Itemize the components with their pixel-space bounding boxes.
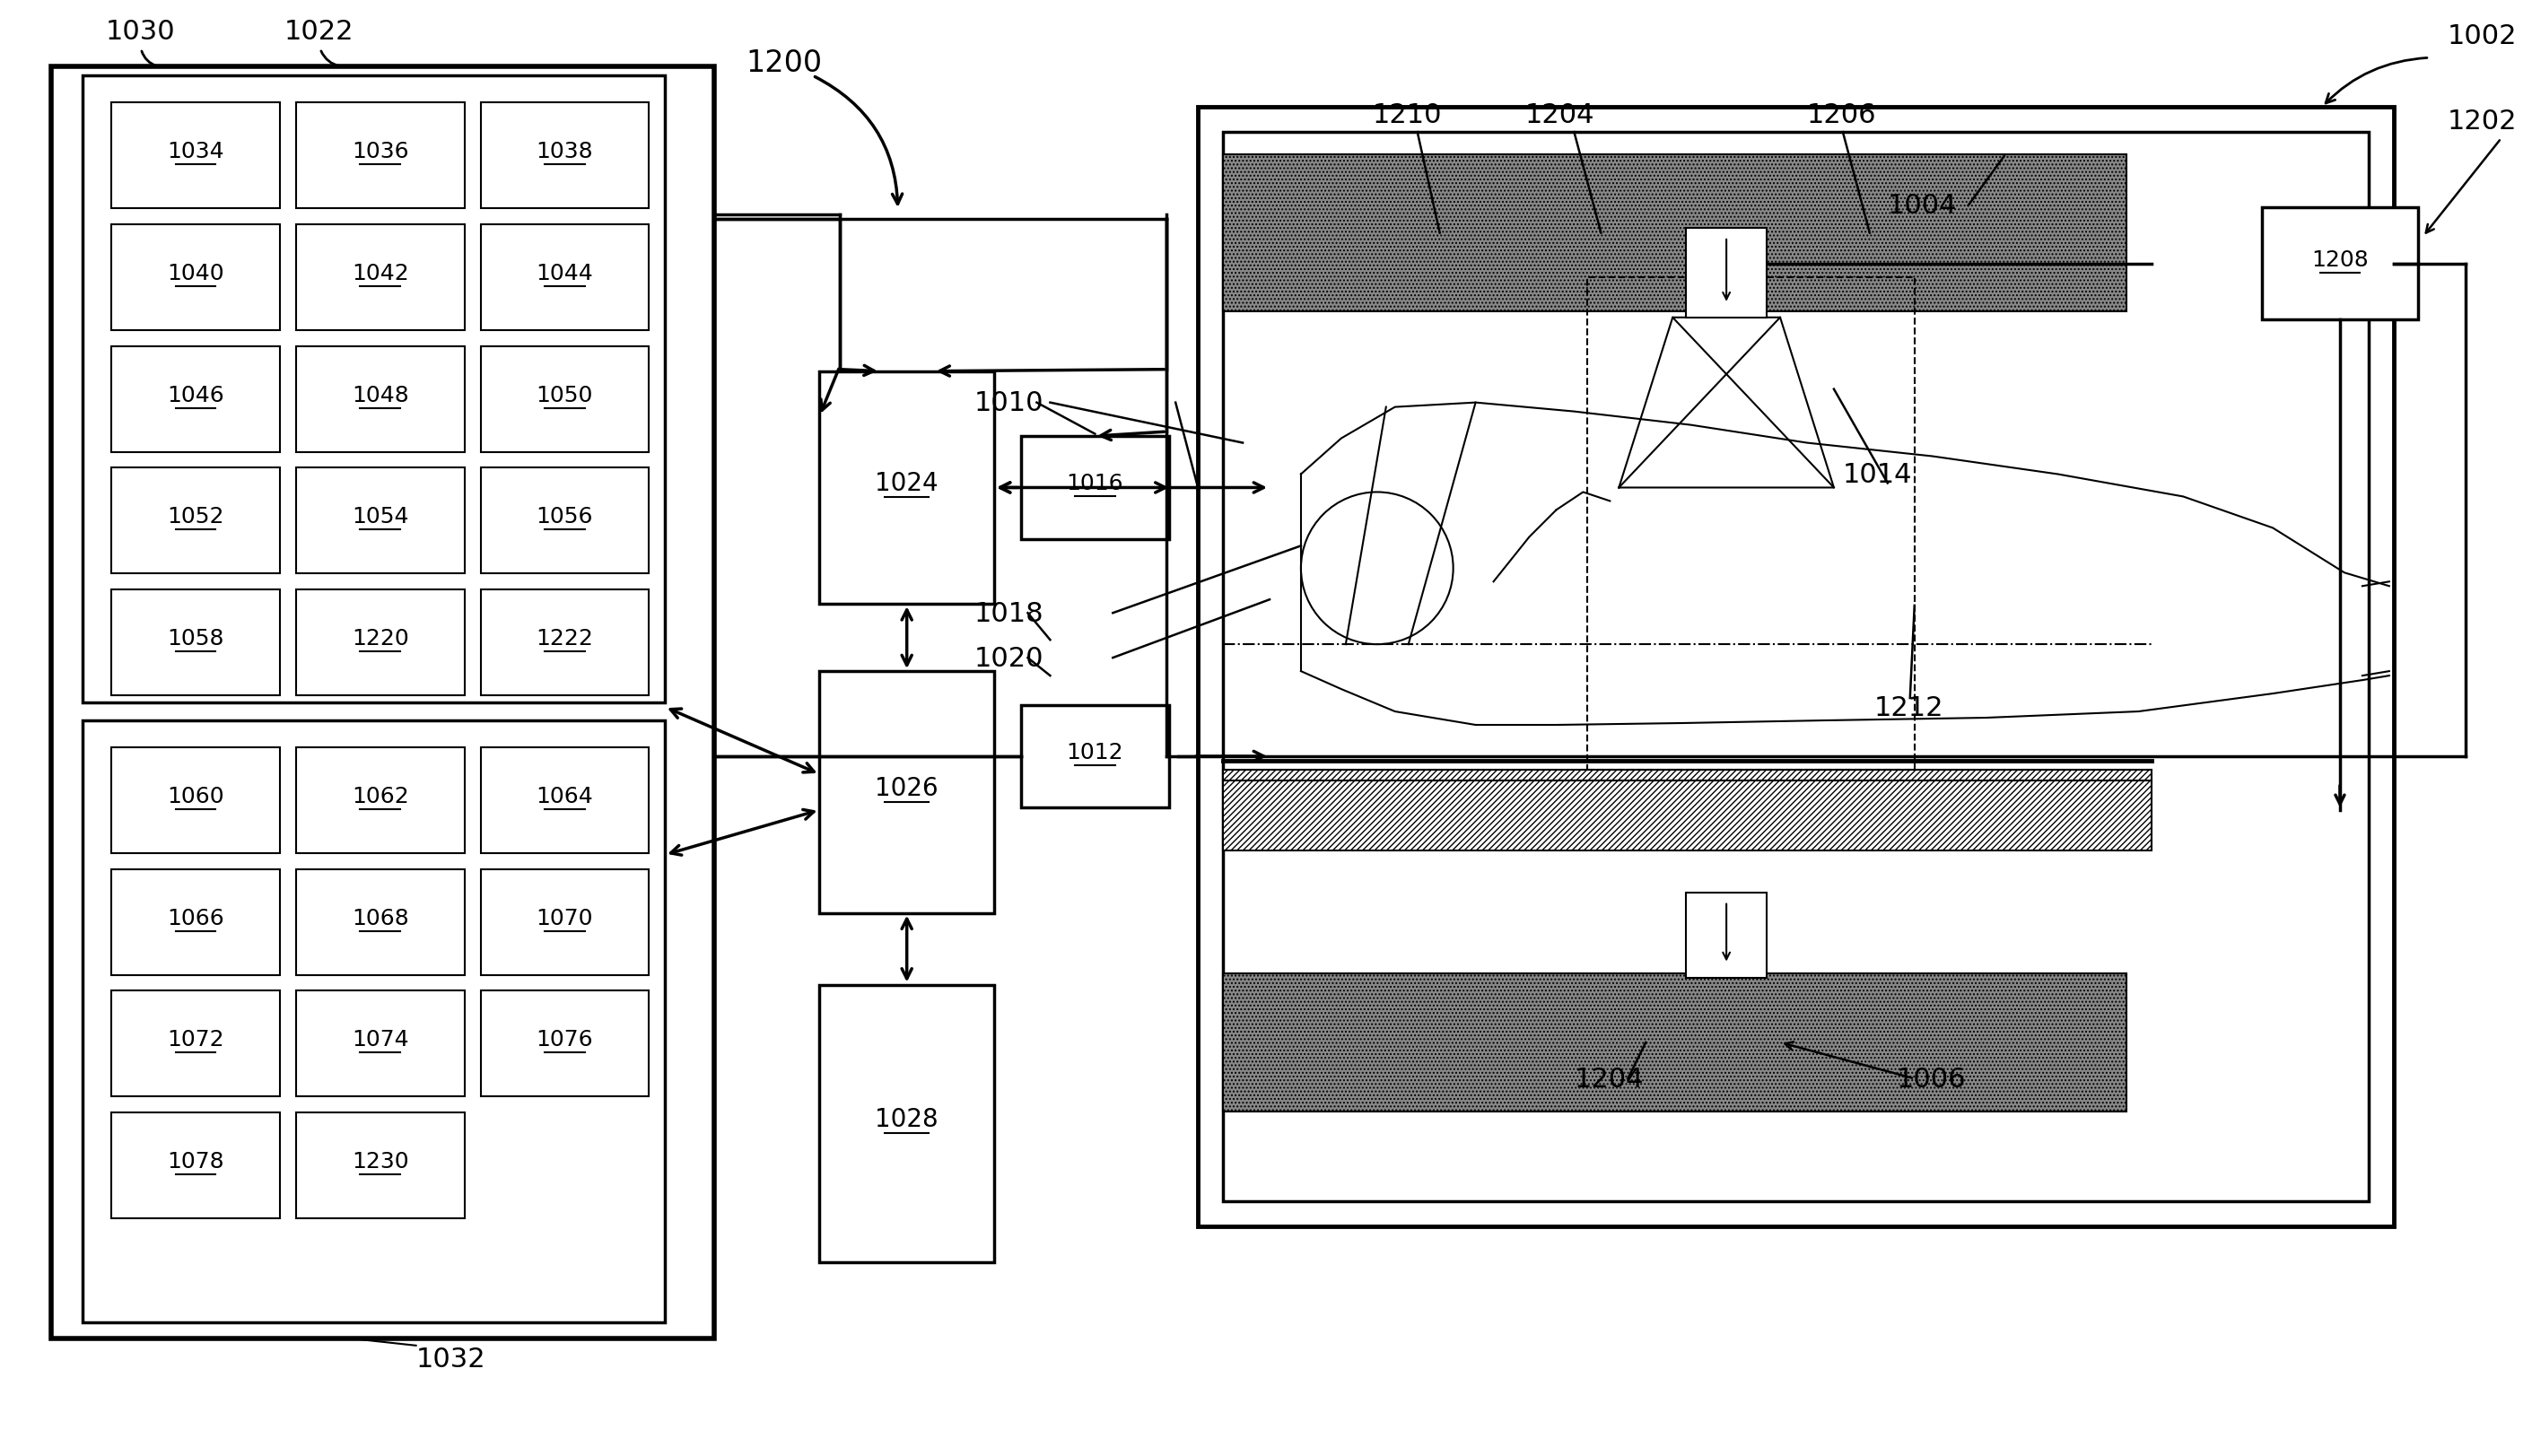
Bar — [111, 347, 281, 453]
Text: 1046: 1046 — [167, 384, 225, 406]
Bar — [111, 992, 281, 1096]
Text: 1210: 1210 — [1372, 102, 1443, 128]
Text: 1018: 1018 — [975, 600, 1043, 626]
Bar — [296, 590, 463, 696]
Bar — [1686, 893, 1767, 978]
Text: 1020: 1020 — [975, 645, 1043, 671]
Bar — [84, 721, 666, 1322]
Bar — [481, 347, 648, 453]
Bar — [296, 469, 463, 574]
Bar — [111, 469, 281, 574]
Text: 1036: 1036 — [352, 141, 408, 163]
Bar — [1223, 156, 2127, 312]
Bar — [820, 371, 995, 604]
Bar — [296, 992, 463, 1096]
Text: 1038: 1038 — [537, 141, 592, 163]
Text: 1022: 1022 — [284, 19, 354, 45]
Bar — [481, 469, 648, 574]
Bar — [481, 590, 648, 696]
Bar — [1686, 229, 1767, 317]
Text: 1060: 1060 — [167, 785, 225, 807]
Text: 1058: 1058 — [167, 628, 225, 649]
Bar — [1223, 770, 2152, 850]
Text: 1044: 1044 — [537, 262, 592, 284]
Text: 1202: 1202 — [2448, 108, 2517, 134]
Text: 1078: 1078 — [167, 1150, 225, 1172]
Text: 1062: 1062 — [352, 785, 408, 807]
Bar — [1588, 278, 1914, 770]
Text: 1002: 1002 — [2448, 23, 2517, 50]
Bar — [1223, 973, 2127, 1112]
Bar — [296, 103, 463, 208]
Bar — [1020, 437, 1170, 540]
Text: 1050: 1050 — [537, 384, 592, 406]
Bar — [84, 76, 666, 703]
Bar — [51, 67, 714, 1338]
Bar — [111, 103, 281, 208]
Text: 1006: 1006 — [1896, 1066, 1967, 1092]
Bar — [111, 748, 281, 853]
Bar — [481, 748, 648, 853]
Text: 1028: 1028 — [876, 1107, 939, 1131]
Text: 1040: 1040 — [167, 262, 225, 284]
Text: 1010: 1010 — [975, 390, 1043, 416]
Text: 1054: 1054 — [352, 507, 408, 527]
Text: 1204: 1204 — [1524, 102, 1595, 128]
Bar — [111, 226, 281, 331]
Bar — [296, 347, 463, 453]
Bar — [820, 984, 995, 1262]
Text: 1200: 1200 — [744, 48, 823, 77]
Text: 1072: 1072 — [167, 1029, 225, 1050]
Text: 1052: 1052 — [167, 507, 225, 527]
Bar — [1223, 132, 2367, 1201]
Bar — [296, 869, 463, 976]
Text: 1030: 1030 — [106, 19, 175, 45]
Text: 1212: 1212 — [1874, 695, 1945, 721]
Text: 1016: 1016 — [1066, 473, 1124, 495]
Bar — [820, 671, 995, 913]
Text: 1070: 1070 — [537, 907, 592, 929]
Text: 1230: 1230 — [352, 1150, 408, 1172]
Bar — [111, 1112, 281, 1219]
Text: 1034: 1034 — [167, 141, 225, 163]
Bar — [111, 590, 281, 696]
Text: 1014: 1014 — [1843, 462, 1912, 488]
Text: 1064: 1064 — [537, 785, 592, 807]
Bar — [111, 869, 281, 976]
Bar — [1198, 108, 2393, 1226]
Bar — [481, 226, 648, 331]
Bar — [481, 992, 648, 1096]
Text: 1222: 1222 — [537, 628, 592, 649]
Bar — [481, 869, 648, 976]
Text: 1048: 1048 — [352, 384, 408, 406]
Text: 1032: 1032 — [415, 1345, 486, 1372]
Bar — [296, 748, 463, 853]
Bar — [1020, 705, 1170, 808]
Text: 1042: 1042 — [352, 262, 408, 284]
Text: 1074: 1074 — [352, 1029, 408, 1050]
Text: 1204: 1204 — [1575, 1066, 1643, 1092]
Text: 1208: 1208 — [2312, 249, 2367, 271]
Text: 1068: 1068 — [352, 907, 408, 929]
Text: 1026: 1026 — [876, 776, 939, 801]
Text: 1076: 1076 — [537, 1029, 592, 1050]
Bar — [296, 226, 463, 331]
Text: 1004: 1004 — [1889, 194, 1957, 220]
Text: 1206: 1206 — [1808, 102, 1876, 128]
Text: 1220: 1220 — [352, 628, 408, 649]
Text: 1056: 1056 — [537, 507, 592, 527]
Text: 1024: 1024 — [876, 472, 939, 496]
Text: 1066: 1066 — [167, 907, 225, 929]
Bar — [296, 1112, 463, 1219]
Text: 1012: 1012 — [1066, 741, 1124, 763]
Bar — [481, 103, 648, 208]
Bar — [2261, 208, 2418, 320]
